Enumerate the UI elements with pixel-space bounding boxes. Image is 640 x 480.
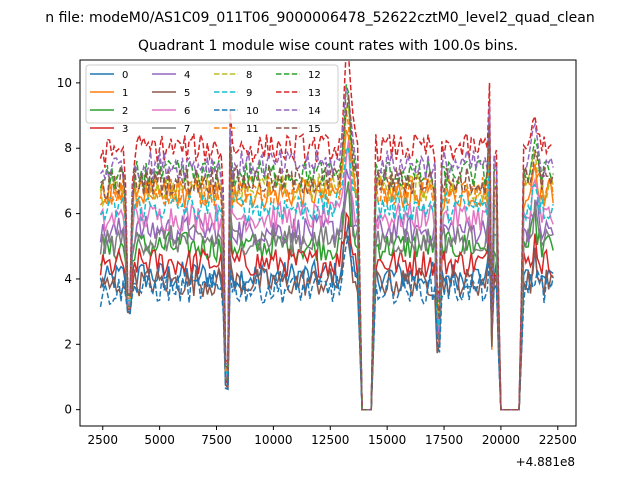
series-line-15 <box>100 95 554 411</box>
series-line-3 <box>99 211 554 411</box>
x-tick-label: 10000 <box>254 433 292 447</box>
series-line-9 <box>99 146 554 411</box>
y-tick-label: 6 <box>64 207 72 221</box>
y-tick-label: 8 <box>64 141 72 155</box>
series-line-14 <box>99 88 554 411</box>
legend-label-0: 0 <box>122 70 128 81</box>
y-tick-label: 4 <box>64 272 72 286</box>
x-tick-label: 17500 <box>425 433 463 447</box>
legend-label-3: 3 <box>122 124 128 135</box>
legend-label-5: 5 <box>184 88 190 99</box>
plot-area <box>79 59 577 427</box>
x-tick-label: 7500 <box>201 433 232 447</box>
legend-label-12: 12 <box>308 70 321 81</box>
legend-label-11: 11 <box>246 124 259 135</box>
x-tick-label: 2500 <box>87 433 118 447</box>
series-line-11 <box>99 109 554 411</box>
legend-label-6: 6 <box>184 106 190 117</box>
legend-label-9: 9 <box>246 88 252 99</box>
legend-label-7: 7 <box>184 124 190 135</box>
series-line-5 <box>99 231 554 411</box>
legend-label-15: 15 <box>308 124 321 135</box>
x-offset-label: +4.881e8 <box>516 455 575 469</box>
y-axis: 0 2 4 6 8 10 <box>57 76 80 417</box>
legend-label-1: 1 <box>122 88 128 99</box>
legend-frame <box>85 64 339 124</box>
series-line-13 <box>99 60 554 411</box>
x-axis: 2500 5000 7500 10000 12500 15000 17500 20000 225… <box>87 426 577 447</box>
legend-label-10: 10 <box>246 106 259 117</box>
axes-frame <box>79 59 577 427</box>
suptitle: n file: modeM0/AS1C09_011T06_9000006478_… <box>45 10 594 26</box>
series-line-7 <box>99 184 554 411</box>
x-tick-label: 20000 <box>482 433 520 447</box>
legend-label-13: 13 <box>308 88 321 99</box>
y-tick-label: 2 <box>64 337 72 351</box>
series-layer <box>99 60 554 411</box>
x-tick-label: 22500 <box>539 433 577 447</box>
y-tick-label: 0 <box>64 403 72 417</box>
x-tick-label: 15000 <box>368 433 406 447</box>
legend-label-4: 4 <box>184 70 190 81</box>
chart-title: Quadrant 1 module wise count rates with … <box>138 38 518 54</box>
series-line-10 <box>99 235 554 411</box>
legend-label-8: 8 <box>246 70 252 81</box>
x-tick-label: 5000 <box>144 433 175 447</box>
y-tick-label: 10 <box>57 76 72 90</box>
legend-label-14: 14 <box>308 106 321 117</box>
legend-label-2: 2 <box>122 106 128 117</box>
x-tick-label: 12500 <box>311 433 349 447</box>
